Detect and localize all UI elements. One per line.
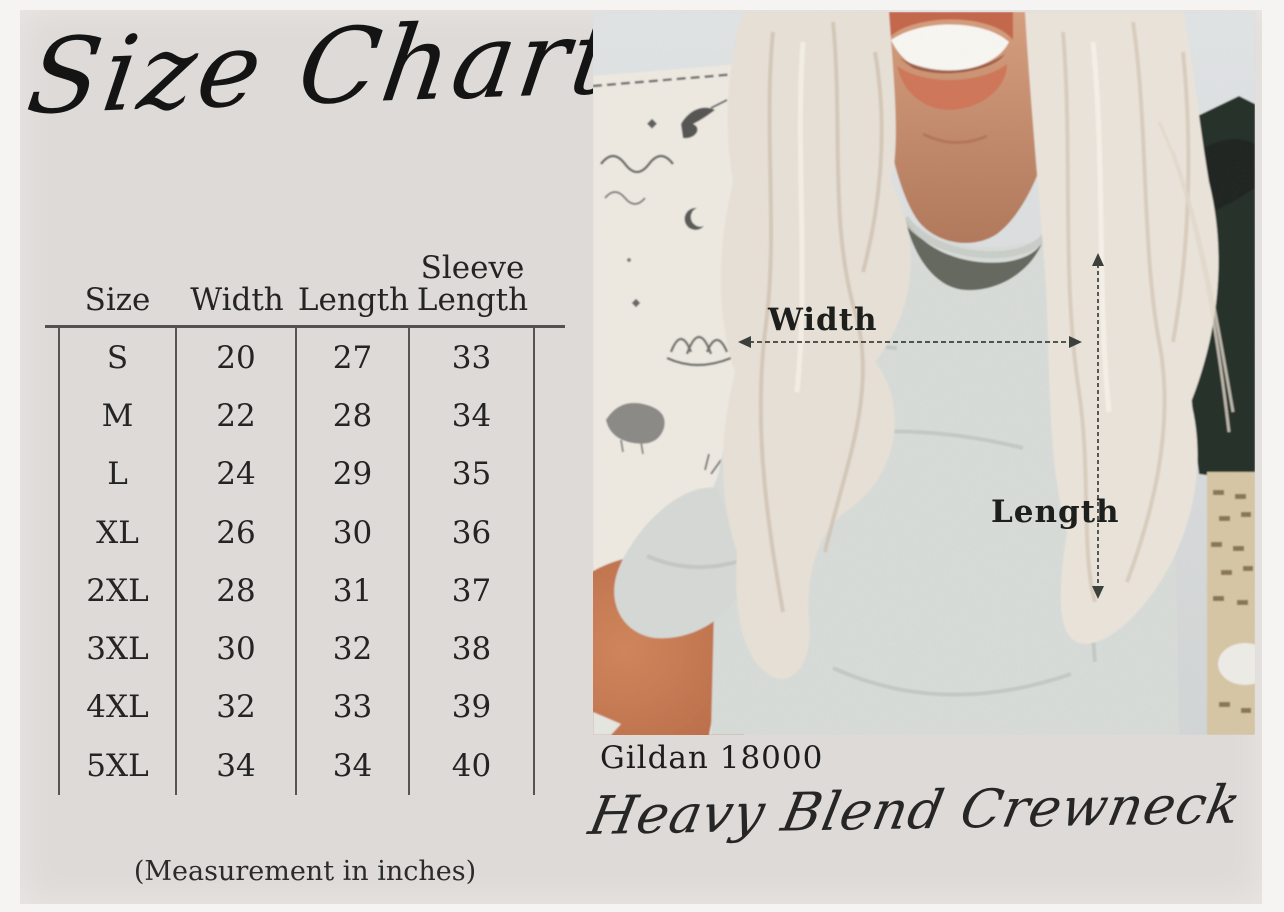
photo-illustration: Width Length: [593, 12, 1255, 735]
table-cell: 27: [297, 328, 410, 387]
product-name-script: Heavy Blend Crewneck: [584, 774, 1247, 847]
width-annotation-label: Width: [767, 302, 878, 338]
table-cell: 28: [297, 386, 410, 446]
table-cell: 34: [177, 736, 297, 795]
table-header-cell: Size: [84, 282, 151, 319]
table-cell: 29: [297, 445, 410, 504]
table-header-cell: Sleeve Length: [416, 250, 529, 319]
table-cell: 28: [177, 561, 297, 620]
product-model-text: Gildan 18000: [600, 740, 824, 776]
size-chart-title: Size Chart: [20, 0, 626, 138]
table-cell: 32: [177, 678, 297, 737]
table-cell: 33: [297, 678, 410, 737]
measurement-note: (Measurement in inches): [133, 856, 477, 887]
table-cell: 4XL: [58, 678, 177, 737]
table-cell: 40: [410, 736, 535, 795]
table-cell: M: [58, 386, 177, 446]
table-cell: 24: [177, 445, 297, 504]
table-row: 5XL 34 34 40: [58, 736, 565, 795]
table-cell: L: [58, 445, 177, 504]
table-cell: 30: [177, 619, 297, 679]
table-cell: 32: [297, 619, 410, 679]
table-cell: 26: [177, 503, 297, 562]
table-cell: 2XL: [58, 561, 177, 620]
table-header-row: Size Width Length Sleeve Length: [58, 252, 565, 325]
table-row: 3XL 30 32 38: [58, 619, 565, 679]
table-cell: 39: [410, 678, 535, 737]
table-row: L 24 29 35: [58, 445, 565, 504]
table-cell: 35: [410, 445, 535, 504]
table-cell: 3XL: [58, 619, 177, 679]
table-cell: 38: [410, 619, 535, 679]
table-cell: S: [58, 328, 177, 387]
length-arrow: [1092, 253, 1104, 599]
table-cell: 37: [410, 561, 535, 620]
table-row: 2XL 28 31 37: [58, 561, 565, 620]
product-photo: Width Length: [593, 12, 1255, 735]
table-header-rule: [45, 325, 565, 329]
width-arrow: [738, 336, 1082, 348]
table-cell: 5XL: [58, 736, 177, 795]
size-table: Size Width Length Sleeve Length S 20 27 33 M…: [45, 252, 565, 795]
table-header-cell: Length: [297, 282, 410, 319]
table-cell: XL: [58, 503, 177, 562]
measurement-annotations: Width Length: [738, 253, 1120, 599]
table-cell: 33: [410, 328, 535, 387]
table-body: S 20 27 33 M 22 28 34 L 24 29 35 XL 26 30 36 2XL 28 31 37 3X…: [58, 328, 565, 795]
table-row: XL 26 30 36: [58, 503, 565, 562]
table-header-cell: Width: [190, 282, 284, 319]
table-row: S 20 27 33: [58, 328, 565, 387]
table-cell: 30: [297, 503, 410, 562]
table-row: M 22 28 34: [58, 386, 565, 446]
table-cell: 20: [177, 328, 297, 387]
table-cell: 34: [410, 386, 535, 446]
table-cell: 34: [297, 736, 410, 795]
table-cell: 36: [410, 503, 535, 562]
length-annotation-label: Length: [991, 494, 1120, 530]
table-cell: 22: [177, 386, 297, 446]
table-row: 4XL 32 33 39: [58, 678, 565, 737]
table-cell: 31: [297, 561, 410, 620]
